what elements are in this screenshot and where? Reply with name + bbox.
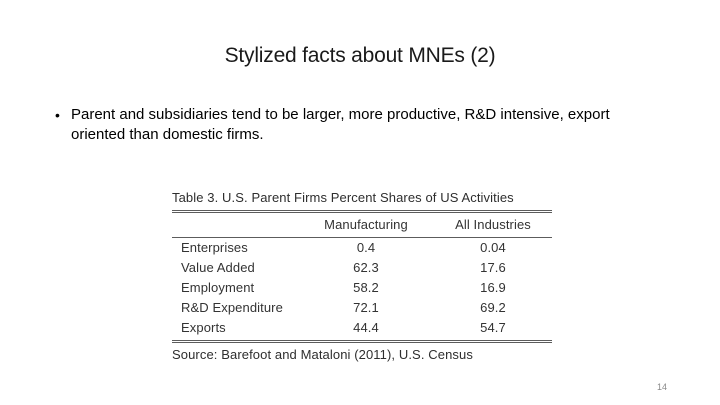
cell-all-industries: 0.04 (480, 239, 506, 255)
cell-all-industries: 69.2 (480, 299, 506, 315)
bullet-item: • Parent and subsidiaries tend to be lar… (55, 105, 663, 145)
col-header-all-industries: All Industries (412, 213, 552, 238)
row-label: Employment (181, 279, 255, 295)
table-row: Exports 44.4 54.7 (172, 317, 552, 337)
bullet-icon: • (55, 107, 60, 123)
cell-all-industries: 54.7 (480, 319, 506, 335)
table-caption: Table 3. U.S. Parent Firms Percent Share… (172, 190, 514, 205)
cell-manufacturing: 0.4 (356, 239, 376, 255)
cell-manufacturing: 72.1 (353, 299, 379, 315)
table-row: R&D Expenditure 72.1 69.2 (172, 297, 552, 317)
table-source: Source: Barefoot and Mataloni (2011), U.… (172, 347, 473, 362)
row-label: Exports (181, 319, 226, 335)
table-row: Employment 58.2 16.9 (172, 277, 552, 297)
row-label: R&D Expenditure (181, 299, 283, 315)
table-bottom-rule (172, 340, 552, 343)
bullet-text: Parent and subsidiaries tend to be large… (71, 106, 610, 143)
table-row: Enterprises 0.4 0.04 (172, 237, 552, 257)
page-number: 14 (656, 382, 667, 392)
table-header-row: Manufacturing All Industries (172, 213, 552, 238)
row-label: Enterprises (181, 239, 248, 255)
cell-manufacturing: 62.3 (353, 259, 379, 275)
cell-manufacturing: 58.2 (353, 279, 379, 295)
table-top-rule (172, 210, 552, 213)
cell-all-industries: 16.9 (480, 279, 506, 295)
slide-title: Stylized facts about MNEs (2) (224, 44, 496, 67)
cell-all-industries: 17.6 (480, 259, 506, 275)
row-label: Value Added (181, 259, 255, 275)
table-figure: Table 3. U.S. Parent Firms Percent Share… (172, 190, 552, 362)
data-table: Manufacturing All Industries Enterprises… (172, 213, 552, 337)
table-row: Value Added 62.3 17.6 (172, 257, 552, 277)
col-header-manufacturing: Manufacturing (320, 213, 412, 238)
col-header-empty (172, 213, 320, 238)
cell-manufacturing: 44.4 (353, 319, 379, 335)
